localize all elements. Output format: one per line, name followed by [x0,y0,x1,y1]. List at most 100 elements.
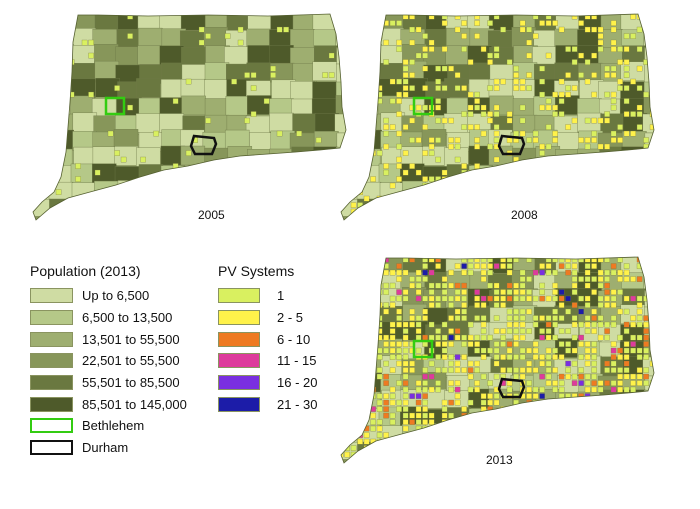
pv-system-marker [597,380,604,386]
pv-system-marker [454,315,461,321]
town-region [513,425,538,445]
pv-system-marker [657,335,662,340]
pv-system-marker [597,257,604,263]
pv-system-marker [610,163,617,169]
town-region [334,113,346,134]
town-region [247,180,272,200]
pv-system-marker [552,269,558,276]
pv-system-marker [597,26,604,33]
pv-system-marker [623,111,630,117]
pv-system-marker [636,419,643,425]
town-region [204,98,230,118]
pv-system-marker [350,276,357,282]
town-region [159,200,184,220]
pv-system-marker [526,289,532,295]
pv-system-marker [637,229,642,234]
pv-system-marker [506,380,513,386]
pv-system-marker [539,20,545,26]
pv-system-marker [415,52,422,59]
pv-system-marker [605,472,610,477]
pv-system-marker [396,263,402,269]
town-region [50,14,75,32]
pv-system-marker [396,308,402,315]
pv-system-marker [649,334,654,341]
pv-system-marker [657,413,662,418]
pv-system-marker [402,399,409,406]
pv-system-marker [623,46,630,52]
town-region [644,165,654,186]
pv-system-marker [448,412,454,419]
pv-system-marker [598,465,603,470]
town-region [556,217,582,220]
town-region [599,179,624,200]
town-region [204,147,229,168]
pv-system-marker [454,26,461,33]
pv-system-marker [623,399,630,406]
town-region [94,180,119,201]
pv-system-marker [370,328,376,334]
pv-system-marker [396,111,402,117]
town-region [204,62,230,82]
pv-system-marker [513,308,519,315]
pv-system-marker [402,334,409,341]
town-region [341,95,359,115]
pv-system-marker [493,341,500,347]
pv-system-marker [552,215,558,220]
pv-system-marker [623,308,630,315]
pv-system-marker [552,419,558,425]
pv-system-marker [584,406,591,412]
pv-system-marker [591,91,597,98]
pv-system-marker [487,412,493,419]
pv-system-marker [474,360,480,367]
pv-system-marker [597,39,604,46]
pv-system-marker [578,367,584,373]
pv-system-marker [539,438,545,445]
pv-system-marker [422,380,428,386]
pv-system-marker [357,169,363,176]
pv-system-marker [584,137,591,143]
pv-system-marker [422,269,428,276]
pv-system-marker [636,367,643,373]
pv-system-marker [519,406,526,412]
pv-system-marker [552,380,558,386]
pv-system-marker [552,111,558,117]
pv-system-marker [591,386,597,393]
pv-system-marker [520,472,525,477]
legend-label: 11 - 15 [277,353,317,369]
pv-system-marker [578,393,584,399]
pv-system-marker [526,328,532,334]
map-2005 [32,13,347,221]
pv-system-marker [487,111,493,117]
pv-system-marker [402,406,409,412]
pv-system-marker [591,14,597,20]
pv-system-marker [610,263,617,269]
pv-system-marker [643,341,649,347]
pv-system-marker [350,399,357,406]
pv-system-marker [461,445,467,451]
pv-system-marker [480,321,487,328]
pv-system-marker [88,52,94,59]
pv-system-marker [623,263,630,269]
pv-system-marker [519,85,526,91]
pv-system-marker [558,341,565,347]
pv-system-marker [610,412,617,419]
pv-system-marker [597,321,604,328]
town-region [532,426,558,446]
pv-system-marker [357,26,363,33]
pv-system-marker [566,472,571,477]
town-region [290,197,316,217]
pv-system-marker [487,445,493,451]
pv-system-marker [527,472,532,477]
legend-swatch [30,310,73,326]
pv-system-marker [448,380,454,386]
legend-item: 6,500 to 13,500 [30,307,187,329]
pv-system-marker [500,295,506,302]
pv-system-marker [558,315,565,321]
town-region [33,216,52,220]
pv-system-marker [250,111,257,117]
pv-system-marker [539,289,545,295]
pv-system-marker [402,202,409,208]
pv-system-marker [357,257,363,263]
pv-system-marker [539,432,545,438]
legend-label: 6 - 10 [277,331,311,347]
